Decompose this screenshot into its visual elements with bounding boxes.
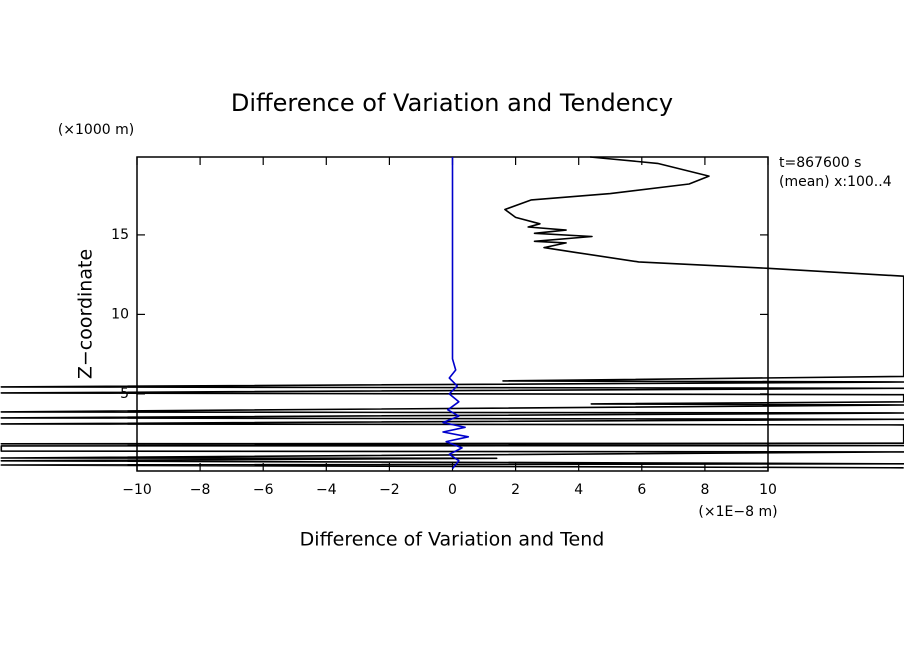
y-tick-label: 15: [111, 227, 129, 243]
x-tick-label: 2: [511, 482, 520, 498]
annotation: (mean) x:100..4: [779, 174, 892, 190]
x-tick-label: −2: [379, 482, 400, 498]
x-unit: (×1E−8 m): [698, 504, 777, 520]
x-tick-label: 4: [574, 482, 583, 498]
x-tick-label: 0: [448, 482, 457, 498]
x-tick-label: −8: [190, 482, 211, 498]
x-tick-label: 8: [700, 482, 709, 498]
y-tick-label: 10: [111, 306, 129, 322]
x-tick-label: 10: [759, 482, 777, 498]
x-tick-label: −6: [253, 482, 274, 498]
x-axis-label: Difference of Variation and Tend: [300, 529, 605, 551]
annotation: t=867600 s: [779, 155, 861, 171]
x-tick-label: 6: [637, 482, 646, 498]
y-unit: (×1000 m): [58, 122, 134, 138]
x-tick-label: −4: [316, 482, 337, 498]
data-line: [0, 156, 904, 469]
data-line: [442, 157, 470, 470]
chart-title: Difference of Variation and Tendency: [231, 89, 673, 117]
y-axis-label: Z−coordinate: [75, 249, 97, 379]
x-tick-label: −10: [122, 482, 152, 498]
